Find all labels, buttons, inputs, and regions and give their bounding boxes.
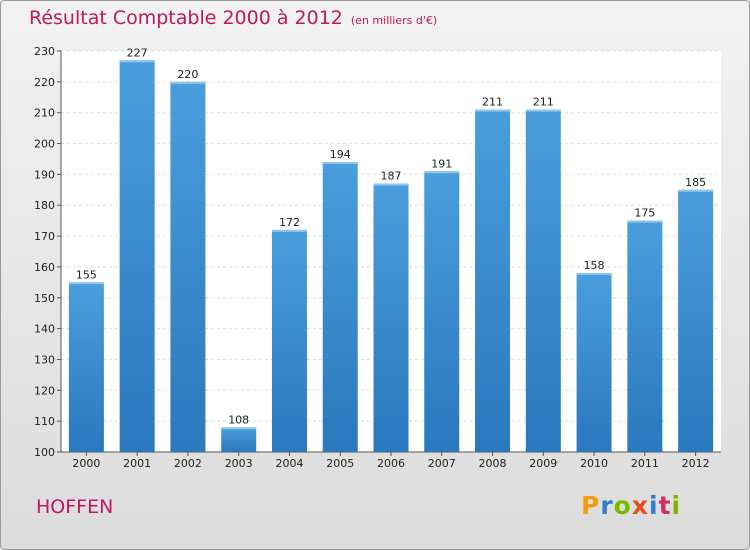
proxiti-logo: Proxiti — [581, 491, 681, 520]
chart-subtitle: (en milliers d'€) — [350, 14, 438, 27]
y-tick-label: 220 — [34, 76, 55, 89]
x-tick-label: 2007 — [428, 457, 456, 470]
logo-letter: i — [649, 491, 659, 520]
bar — [170, 81, 206, 452]
y-tick-label: 130 — [34, 353, 55, 366]
x-tick-label: 2006 — [377, 457, 405, 470]
y-tick-label: 160 — [34, 261, 55, 274]
data-label: 158 — [584, 259, 605, 272]
y-tick-label: 170 — [34, 230, 55, 243]
bar — [475, 109, 511, 452]
data-label: 175 — [634, 207, 655, 220]
bar — [271, 229, 307, 452]
data-label: 211 — [482, 96, 503, 109]
y-tick-label: 190 — [34, 168, 55, 181]
y-tick-label: 120 — [34, 384, 55, 397]
data-label: 220 — [177, 68, 198, 81]
x-tick-label: 2005 — [326, 457, 354, 470]
bar-highlight — [119, 60, 155, 63]
y-tick-label: 230 — [34, 45, 55, 58]
x-tick-label: 2000 — [72, 457, 100, 470]
x-tick-label: 2003 — [225, 457, 253, 470]
y-tick-label: 150 — [34, 292, 55, 305]
bar-highlight — [576, 273, 612, 276]
data-label: 191 — [431, 157, 452, 170]
x-tick-label: 2011 — [631, 457, 659, 470]
x-tick-label: 2010 — [580, 457, 608, 470]
logo-letter: x — [631, 491, 649, 520]
y-tick-label: 110 — [34, 415, 55, 428]
bar — [627, 220, 663, 452]
bar — [373, 183, 409, 452]
logo-letter: t — [658, 491, 672, 520]
logo-letter: r — [600, 491, 614, 520]
bar — [576, 273, 612, 452]
data-label: 211 — [533, 96, 554, 109]
x-tick-label: 2001 — [123, 457, 151, 470]
y-tick-label: 180 — [34, 199, 55, 212]
bar — [424, 171, 460, 453]
bar-highlight — [525, 109, 561, 112]
bar-highlight — [221, 427, 257, 430]
bar-highlight — [322, 162, 358, 165]
x-tick-label: 2002 — [174, 457, 202, 470]
bar-highlight — [271, 229, 307, 232]
bar — [119, 60, 155, 452]
bar-highlight — [373, 183, 409, 186]
bar — [525, 109, 561, 452]
chart-title: Résultat Comptable 2000 à 2012 (en millie… — [29, 7, 437, 29]
y-tick-label: 200 — [34, 138, 55, 151]
y-tick-label: 100 — [34, 446, 55, 459]
x-tick-label: 2004 — [275, 457, 303, 470]
x-tick-label: 2008 — [479, 457, 507, 470]
bar-highlight — [678, 189, 714, 192]
data-label: 155 — [76, 268, 97, 281]
data-label: 227 — [127, 46, 148, 59]
logo-letter: o — [613, 491, 632, 520]
y-tick-label: 210 — [34, 107, 55, 120]
data-label: 185 — [685, 176, 706, 189]
title-text: Résultat Comptable 2000 à 2012 — [29, 7, 343, 29]
city-name: HOFFEN — [36, 496, 114, 518]
bar-highlight — [475, 109, 511, 112]
x-tick-label: 2012 — [682, 457, 710, 470]
bar — [221, 427, 257, 452]
data-label: 108 — [228, 413, 249, 426]
y-tick-label: 140 — [34, 323, 55, 336]
bar — [68, 282, 104, 452]
logo-letter: P — [581, 491, 601, 520]
bar — [322, 162, 358, 453]
data-label: 172 — [279, 216, 300, 229]
logo-letter: i — [671, 491, 682, 520]
data-label: 194 — [330, 148, 351, 161]
data-label: 187 — [381, 170, 402, 183]
bar-highlight — [68, 282, 104, 285]
bar-highlight — [424, 171, 460, 174]
bar-highlight — [627, 220, 663, 223]
bar — [678, 189, 714, 453]
bar-highlight — [170, 81, 206, 84]
x-tick-label: 2009 — [529, 457, 557, 470]
